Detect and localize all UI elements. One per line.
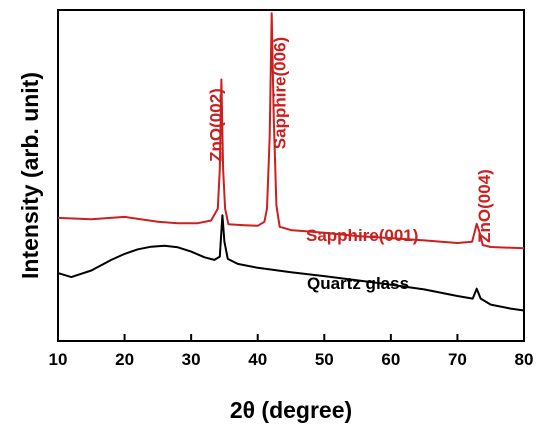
y-axis-title: Intensity (arb. unit): [17, 72, 43, 279]
x-tick-label: 80: [515, 350, 534, 369]
x-tick-label: 60: [381, 350, 400, 369]
plot-frame: [57, 9, 525, 342]
x-axis-ticks: 10 20 30 40 50 60 70 80: [49, 334, 534, 369]
x-tick-label: 30: [182, 350, 201, 369]
x-tick-label: 10: [49, 350, 68, 369]
plot-area: 10 20 30 40 50 60 70 80 ZnO(002) Sapphire(006)Zn…: [49, 9, 534, 369]
x-tick-label: 70: [448, 350, 467, 369]
x-axis-title: 2θ (degree): [230, 397, 352, 423]
series-layer: [57, 12, 525, 312]
series-line-quartz: [57, 214, 525, 312]
x-tick-label: 50: [315, 350, 334, 369]
annotation-quartz-glass: Quartz glass: [307, 274, 409, 293]
annotation-layer: ZnO(002) Sapphire(006) ZnO(004) Sapphire(00…: [206, 37, 494, 293]
x-tick-label: 40: [248, 350, 267, 369]
annotation-zno-002: ZnO(002): [206, 88, 225, 162]
x-tick-label: 20: [115, 350, 134, 369]
annotation-sapphire-006: Sapphire(006): [271, 37, 290, 149]
annotation-sapphire-001: Sapphire(001): [306, 226, 418, 245]
annotation-zno-004: ZnO(004): [475, 169, 494, 243]
series-line-sapphire: [57, 12, 525, 250]
